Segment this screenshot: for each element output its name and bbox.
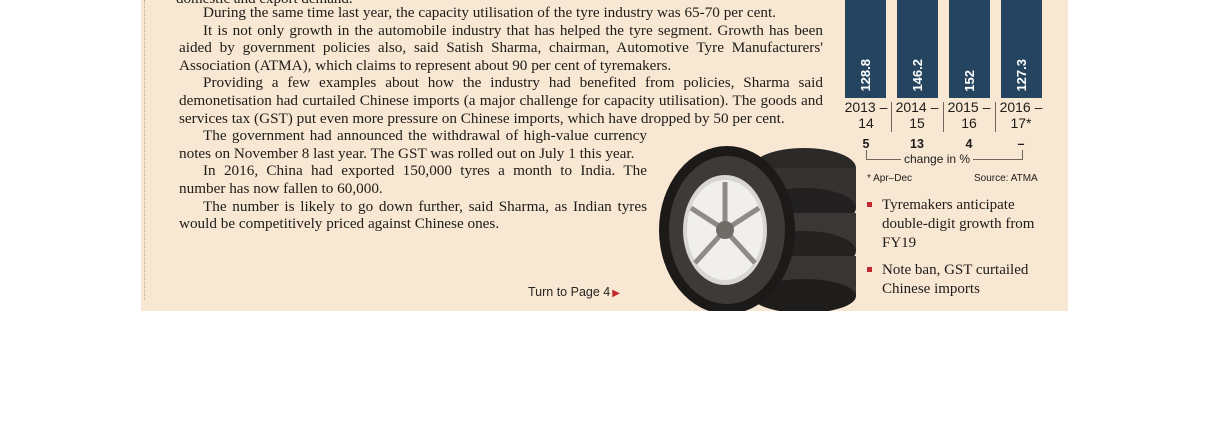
bar-value-label: 146.2 [910,59,925,92]
tyre-stack-illustration [659,146,856,311]
bar-value-label: 127.3 [1014,59,1029,92]
footnote: * Apr–Dec [867,173,913,184]
bar: 128.8 [845,0,886,98]
change-value: 13 [910,137,924,151]
bar: 146.2 [897,0,938,98]
paragraph: The number is likely to go down further,… [179,197,647,233]
paragraph: During the same time last year, the capa… [203,4,776,21]
newspaper-clipping: domestic and export demand. During the s… [141,0,1068,311]
turn-to-label: Turn to Page 4 [528,285,611,299]
divider [891,102,892,132]
bullet-text: Tyremakers anticipate double-digit growt… [882,197,1035,251]
change-value: – [1017,137,1025,151]
paragraph: Providing a few examples about how the i… [179,74,823,127]
bar-value-label: 152 [962,70,977,92]
article-body: During the same time last year, the capa… [179,4,823,233]
paragraph: It is not only growth in the automobile … [179,21,823,74]
bullet-point: Note ban, GST curtailed Chinese imports [867,261,1057,299]
bar-chart: 128.8 146.2 152 127.3 2013 –14 2014 –15 … [841,0,1068,200]
source-credit: Source: ATMA [974,173,1038,184]
column-rule [144,0,145,300]
right-arrow-icon: ▶ [612,288,620,299]
x-tick-label: 2013 –14 [844,99,888,131]
x-tick-label: 2014 –15 [895,99,939,131]
bullet-point: Tyremakers anticipate double-digit growt… [867,196,1057,253]
x-tick-label: 2016 –17* [999,99,1043,131]
paragraph: The government had announced the withdra… [179,127,647,162]
cut-off-line: domestic and export demand. [176,0,353,8]
bar: 152 [949,0,990,98]
bullet-text: Note ban, GST curtailed Chinese imports [882,262,1029,297]
bar: 127.3 [1001,0,1042,98]
divider [943,102,944,132]
paragraph: In 2016, China had exported 150,000 tyre… [179,162,647,197]
bullet-square-icon [867,267,872,272]
change-value: 5 [862,137,870,151]
change-value: 4 [965,137,973,151]
divider [995,102,996,132]
bullet-square-icon [867,202,872,207]
bar-value-label: 128.8 [858,59,873,92]
x-tick-label: 2015 –16 [947,99,991,131]
change-label: change in % [901,152,974,166]
turn-to-page-link[interactable]: Turn to Page 4 ▶ [528,285,620,299]
